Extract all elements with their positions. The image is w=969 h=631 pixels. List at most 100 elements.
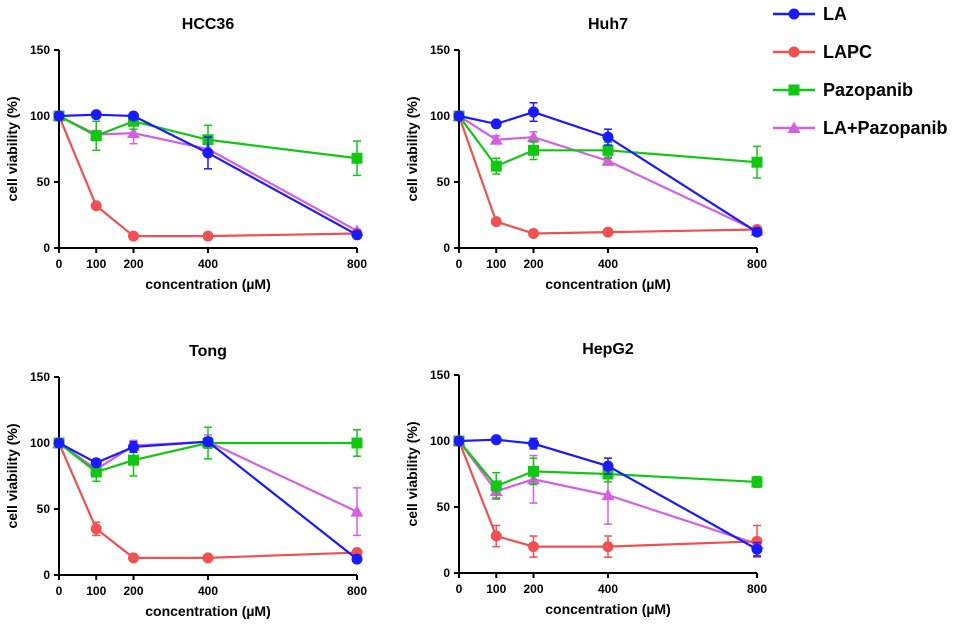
data-point [490,480,502,492]
chart-title: Huh7 [588,16,628,33]
x-tick-label: 800 [347,584,367,598]
data-point [351,553,363,565]
data-point [90,130,102,142]
legend-marker [787,121,801,133]
legend-item-la-pazopanib: LA+Pazopanib [773,118,948,138]
x-tick-label: 200 [523,582,543,596]
panel-huh7: Huh7 0 50 100 150 0 100 200 400 800 concentration … [404,16,767,292]
data-point [528,438,539,450]
x-tick-label: 100 [86,584,106,598]
data-point [90,457,102,469]
x-tick-label: 800 [747,257,767,271]
data-point [528,144,539,156]
y-tick-label: 100 [30,436,50,450]
data-point [53,437,65,449]
y-tick-label: 100 [30,109,50,123]
data-point [602,460,614,472]
x-tick-label: 0 [456,582,463,596]
series-la [453,102,763,238]
x-tick-label: 800 [347,257,367,271]
data-point [528,227,539,239]
y-axis-label: cell viability (%) [4,423,20,528]
data-point [128,441,139,453]
x-tick-label: 400 [198,257,218,271]
y-tick-label: 50 [437,500,451,514]
data-point [128,230,139,242]
data-point [490,434,502,446]
data-point [602,541,614,553]
y-tick-label: 50 [37,175,51,189]
legend-label: Pazopanib [823,80,913,100]
x-axis-label: concentration (µM) [545,601,671,617]
legend-marker [788,46,800,58]
x-tick-label: 100 [486,582,506,596]
x-tick-label: 200 [123,257,143,271]
data-point [53,110,65,122]
legend-marker [788,8,800,20]
data-point [90,109,102,121]
panel-tong: Tong 0 50 100 150 0 100 200 400 800 concentration … [4,343,367,619]
x-tick-label: 100 [86,257,106,271]
data-point [751,156,763,168]
y-axis-label: cell viability (%) [404,96,420,201]
data-point [350,505,364,517]
y-axis-label: cell viability (%) [4,96,20,201]
y-tick-label: 0 [443,566,450,580]
data-point [601,488,615,501]
x-tick-label: 400 [198,584,218,598]
x-tick-label: 0 [456,257,463,271]
legend-item-pazopanib: Pazopanib [773,80,913,100]
y-tick-label: 50 [437,175,451,189]
data-point [602,226,614,238]
data-point [453,435,465,447]
y-tick-label: 0 [43,241,50,255]
x-tick-label: 100 [486,257,506,271]
y-axis-label: cell viability (%) [404,421,420,526]
data-point [127,126,140,139]
x-tick-label: 800 [747,582,767,596]
panel-hepg2: HepG2 0 50 100 150 0 100 200 400 800 concentration… [404,341,767,617]
data-point [90,523,102,535]
legend: LA LAPC Pazopanib LA+Pazopanib [773,4,948,138]
y-tick-label: 150 [30,43,50,57]
data-point [527,130,540,143]
x-axis-label: concentration (µM) [145,276,271,292]
data-point [202,436,214,448]
y-tick-label: 0 [43,568,50,582]
series-pazopanib [53,426,363,483]
legend-item-la: LA [773,4,847,24]
data-point [351,229,363,241]
data-point [490,216,502,228]
data-point [528,465,539,477]
y-tick-label: 150 [430,368,450,382]
data-point [751,476,763,488]
chart-title: HCC36 [182,16,235,33]
x-tick-label: 400 [598,257,618,271]
legend-marker [788,84,800,96]
data-point [453,110,465,122]
series-la [53,436,363,565]
data-point [351,437,363,449]
series-la [53,109,363,241]
x-tick-label: 400 [598,582,618,596]
panel-hcc36: HCC36 0 50 100 150 0 100 200 400 800 concentration… [4,16,367,292]
y-tick-label: 100 [430,434,450,448]
legend-label: LA [823,4,847,24]
x-axis-label: concentration (µM) [545,276,671,292]
data-point [751,535,763,547]
y-tick-label: 50 [37,502,51,516]
chart-title: HepG2 [582,341,634,358]
x-tick-label: 200 [523,257,543,271]
x-tick-label: 0 [56,257,63,271]
data-point [528,541,539,553]
data-point [602,144,614,156]
y-tick-label: 150 [30,370,50,384]
data-point [128,110,139,122]
data-point [602,131,614,143]
series-la [453,434,763,557]
y-tick-label: 0 [443,241,450,255]
data-point [202,552,214,564]
data-point [751,226,763,238]
